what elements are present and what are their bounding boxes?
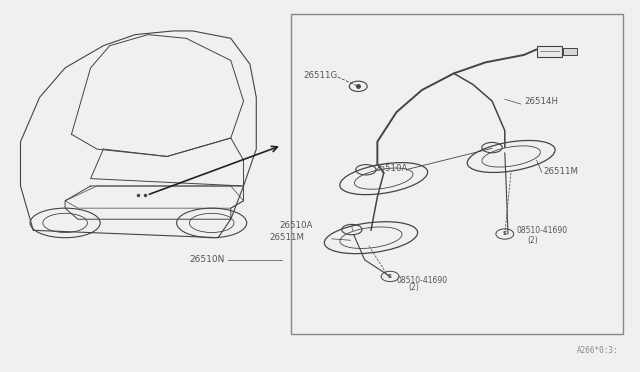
Text: 26510N: 26510N — [189, 255, 225, 264]
Text: (2): (2) — [408, 283, 419, 292]
Text: 26514H: 26514H — [524, 97, 558, 106]
Text: S: S — [503, 231, 507, 237]
Text: 26511G: 26511G — [303, 71, 338, 80]
Bar — [537, 46, 562, 57]
Text: 26510A: 26510A — [374, 164, 408, 173]
Text: 08510-41690: 08510-41690 — [396, 276, 447, 285]
Bar — [291, 14, 623, 334]
Text: 26511M: 26511M — [269, 233, 304, 242]
Text: (2): (2) — [528, 236, 538, 245]
Bar — [563, 48, 577, 55]
Text: 08510-41690: 08510-41690 — [516, 226, 568, 235]
Text: A266*0:3:: A266*0:3: — [577, 346, 618, 355]
Text: S: S — [388, 274, 392, 279]
Text: 26510A: 26510A — [279, 221, 312, 230]
Text: 26511M: 26511M — [543, 167, 578, 176]
